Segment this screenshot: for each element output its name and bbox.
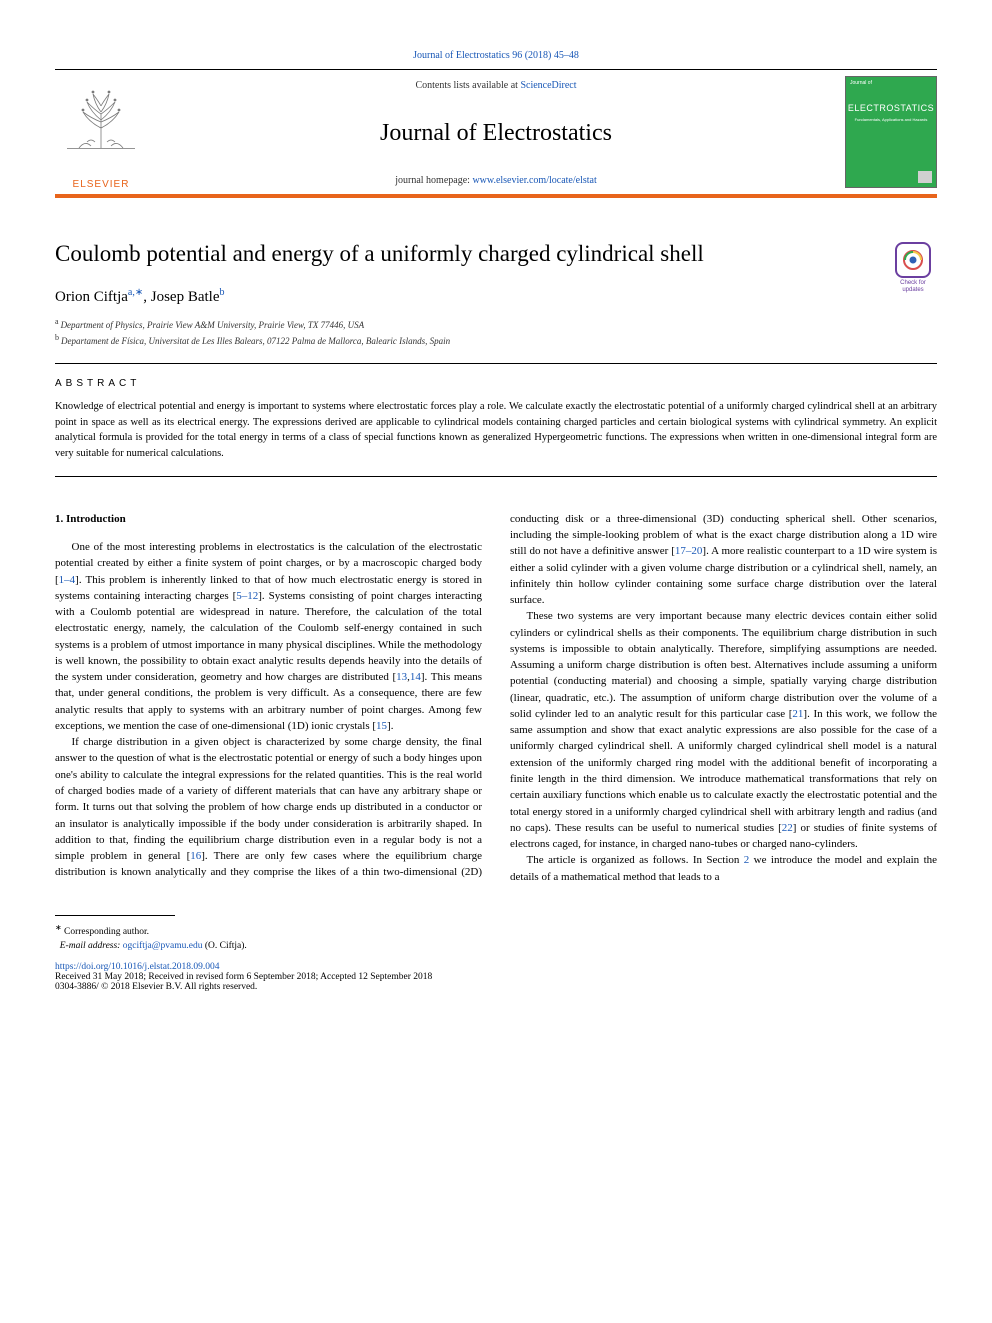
cite-14[interactable]: 14: [410, 671, 421, 683]
paragraph-3: These two systems are very important bec…: [510, 608, 937, 852]
journal-cover-thumbnail: Journal of ELECTROSTATICS Fundamentals, …: [845, 76, 937, 188]
cite-1-4[interactable]: 1–4: [59, 574, 76, 586]
contents-prefix: Contents lists available at: [415, 80, 520, 91]
journal-name: Journal of Electrostatics: [165, 120, 827, 147]
rule-above-abstract: [55, 363, 937, 364]
affiliation-a: aDepartment of Physics, Prairie View A&M…: [55, 316, 937, 333]
publisher-block: ELSEVIER: [55, 70, 155, 194]
homepage-prefix: journal homepage:: [395, 175, 472, 186]
check-updates-label: Check for updates: [889, 280, 937, 293]
author-1-affil[interactable]: a,: [128, 287, 135, 298]
section-1-heading: 1. Introduction: [55, 511, 482, 527]
doi-line: https://doi.org/10.1016/j.elstat.2018.09…: [55, 962, 937, 972]
journal-reference: Journal of Electrostatics 96 (2018) 45–4…: [55, 50, 937, 61]
cover-thumbnail-block: Journal of ELECTROSTATICS Fundamentals, …: [837, 70, 937, 194]
body-text: 1. Introduction One of the most interest…: [55, 511, 937, 885]
author-1: Orion Ciftja: [55, 289, 128, 305]
elsevier-tree-logo: [61, 78, 141, 158]
publisher-name: ELSEVIER: [55, 179, 147, 190]
cite-15[interactable]: 15: [376, 720, 387, 732]
check-for-updates[interactable]: Check for updates: [889, 242, 937, 293]
crossmark-icon: [902, 249, 924, 271]
cite-13[interactable]: 13: [396, 671, 407, 683]
paragraph-4: The article is organized as follows. In …: [510, 852, 937, 885]
author-2: Josep Batle: [151, 289, 220, 305]
email-line: E-mail address: ogciftja@pvamu.edu (O. C…: [55, 939, 937, 953]
abstract-heading: ABSTRACT: [55, 378, 937, 389]
footnote-rule: [55, 915, 175, 916]
copyright-line: 0304-3886/ © 2018 Elsevier B.V. All righ…: [55, 982, 937, 992]
article-history: Received 31 May 2018; Received in revise…: [55, 972, 937, 982]
cover-bottom-mark: [918, 171, 932, 183]
paragraph-1: One of the most interesting problems in …: [55, 539, 482, 734]
cite-16[interactable]: 16: [190, 850, 201, 862]
check-updates-badge: [895, 242, 931, 278]
sciencedirect-link[interactable]: ScienceDirect: [520, 80, 576, 91]
cover-top-text: Journal of: [850, 81, 872, 87]
article-title: Coulomb potential and energy of a unifor…: [55, 240, 937, 269]
authors-line: Orion Ciftjaa,∗, Josep Batleb: [55, 287, 937, 306]
homepage-link[interactable]: www.elsevier.com/locate/elstat: [472, 175, 596, 186]
homepage-line: journal homepage: www.elsevier.com/locat…: [165, 175, 827, 186]
cite-22[interactable]: 22: [782, 822, 793, 834]
masthead: ELSEVIER Contents lists available at Sci…: [55, 69, 937, 198]
doi-link[interactable]: https://doi.org/10.1016/j.elstat.2018.09…: [55, 962, 220, 972]
rule-below-abstract: [55, 476, 937, 477]
corresponding-author-note: ∗ Corresponding author.: [55, 922, 937, 939]
cover-subtitle: Fundamentals, Applications and Hazards: [846, 117, 936, 122]
affiliation-b: bDepartament de Física, Universitat de L…: [55, 332, 937, 349]
journal-reference-link[interactable]: Journal of Electrostatics 96 (2018) 45–4…: [413, 50, 579, 61]
abstract-text: Knowledge of electrical potential and en…: [55, 399, 937, 462]
footnotes: ∗ Corresponding author. E-mail address: …: [55, 922, 937, 954]
corresponding-email[interactable]: ogciftja@pvamu.edu: [123, 941, 203, 951]
cite-21[interactable]: 21: [792, 708, 803, 720]
affiliations: aDepartment of Physics, Prairie View A&M…: [55, 316, 937, 349]
author-separator: ,: [143, 289, 151, 305]
contents-available-line: Contents lists available at ScienceDirec…: [165, 80, 827, 91]
title-block: Check for updates Coulomb potential and …: [55, 240, 937, 349]
cite-17-20[interactable]: 17–20: [675, 545, 703, 557]
cite-5-12[interactable]: 5–12: [236, 590, 258, 602]
author-2-affil[interactable]: b: [220, 287, 225, 298]
author-1-corr[interactable]: ∗: [135, 287, 143, 298]
cover-title: ELECTROSTATICS: [846, 103, 936, 113]
masthead-center: Contents lists available at ScienceDirec…: [155, 70, 837, 194]
